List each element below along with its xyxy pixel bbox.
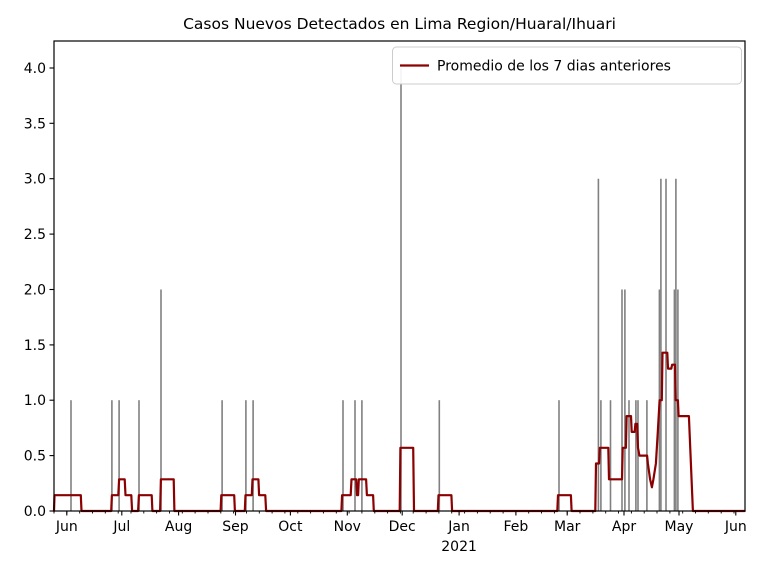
x-tick-label: Jul — [112, 519, 130, 535]
x-tick-label: May — [665, 519, 694, 535]
y-tick-label: 1.0 — [24, 393, 46, 409]
legend: Promedio de los 7 dias anteriores — [392, 46, 742, 85]
x-tick-label: Jun — [55, 519, 78, 535]
axes-spines — [53, 40, 746, 512]
x-tick-label: Nov — [334, 519, 361, 535]
legend-box — [392, 46, 742, 85]
y-tick-label: 0.5 — [24, 449, 46, 465]
y-axis: 0.0 0.5 1.0 1.5 2.0 2.5 3.0 3.5 4.0 — [24, 61, 54, 520]
x-tick-label: Dec — [389, 519, 416, 535]
legend-label: Promedio de los 7 dias anteriores — [437, 59, 671, 75]
daily-cases-bars — [70, 68, 679, 511]
x-axis: Jun Jul Aug Sep Oct Nov Dec Jan 2021 Feb Mar Apr May… — [53, 511, 747, 555]
x-axis-year-label: 2021 — [441, 539, 477, 555]
x-tick-label: Aug — [165, 519, 192, 535]
x-tick-label: Jan — [447, 519, 470, 535]
plot-area — [54, 41, 745, 511]
y-tick-label: 2.5 — [24, 227, 46, 243]
x-tick-label: Mar — [554, 519, 581, 535]
y-tick-label: 3.5 — [24, 116, 46, 132]
y-tick-label: 2.0 — [24, 283, 46, 299]
x-tick-label: Sep — [222, 519, 249, 535]
x-tick-label: Apr — [612, 519, 636, 535]
y-tick-label: 1.5 — [24, 338, 46, 354]
x-tick-label: Jun — [724, 519, 747, 535]
y-tick-label: 4.0 — [24, 61, 46, 77]
chart-title: Casos Nuevos Detectados en Lima Region/H… — [183, 15, 616, 33]
x-tick-label: Oct — [278, 519, 303, 535]
y-tick-label: 0.0 — [24, 504, 46, 520]
x-tick-label: Feb — [504, 519, 529, 535]
y-tick-label: 3.0 — [24, 172, 46, 188]
